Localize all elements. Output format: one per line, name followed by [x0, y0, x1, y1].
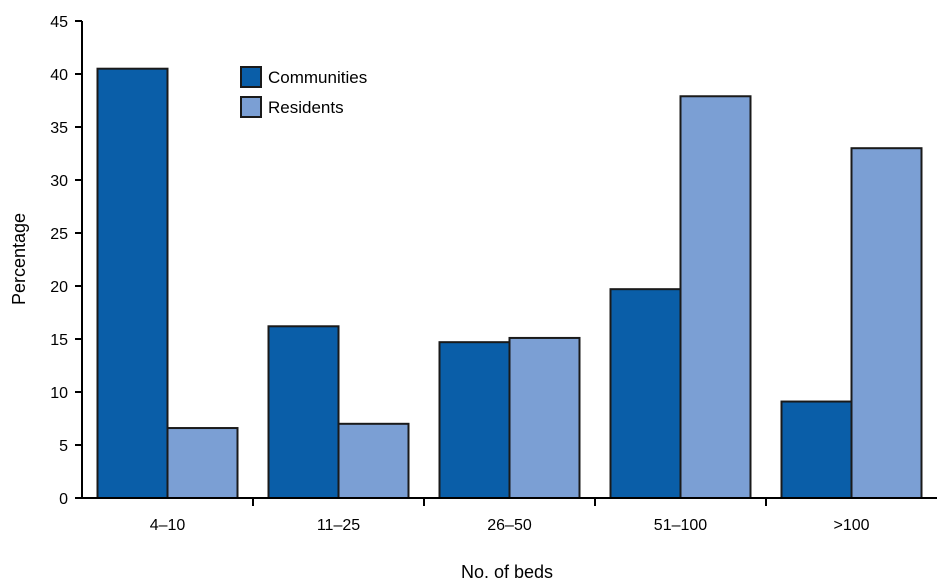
y-tick-label: 40 — [50, 67, 68, 84]
x-tick-label: 26–50 — [487, 517, 532, 534]
legend-label-residents: Residents — [268, 98, 344, 117]
bar-residents-5 — [850, 147, 923, 499]
bar-residents-1 — [166, 427, 239, 500]
legend-swatch-residents — [240, 96, 262, 118]
y-tick-label: 30 — [50, 173, 68, 190]
bar-communities-1 — [96, 67, 169, 499]
bar-communities-5 — [780, 400, 853, 500]
x-axis-title: No. of beds — [461, 562, 553, 582]
y-tick-label: 20 — [50, 279, 68, 296]
x-tick-label: 4–10 — [150, 517, 186, 534]
y-tick-label: 15 — [50, 332, 68, 349]
x-tick-label: >100 — [833, 517, 869, 534]
legend-swatch-communities — [240, 66, 262, 88]
y-tick-label: 25 — [50, 226, 68, 243]
axes-layer: 0 5 10 15 20 25 30 35 40 45 4–10 11–25 26–50 51–100 >1… — [50, 14, 937, 534]
y-axis-title: Percentage — [9, 213, 29, 305]
bar-residents-4 — [679, 95, 752, 499]
bar-communities-2 — [267, 325, 340, 499]
legend: Communities Residents — [240, 66, 367, 118]
bar-communities-4 — [609, 288, 682, 499]
y-tick-label: 35 — [50, 120, 68, 137]
bar-communities-3 — [438, 341, 511, 499]
y-tick-label: 5 — [59, 438, 68, 455]
y-tick-label: 0 — [59, 491, 68, 508]
bar-residents-2 — [337, 422, 410, 499]
bar-residents-3 — [508, 336, 581, 499]
x-tick-label: 11–25 — [317, 517, 360, 534]
legend-label-communities: Communities — [268, 68, 367, 87]
y-tick-label: 10 — [50, 385, 68, 402]
bars-layer — [96, 67, 923, 500]
x-tick-label: 51–100 — [654, 517, 707, 534]
y-tick-label: 45 — [50, 14, 68, 31]
